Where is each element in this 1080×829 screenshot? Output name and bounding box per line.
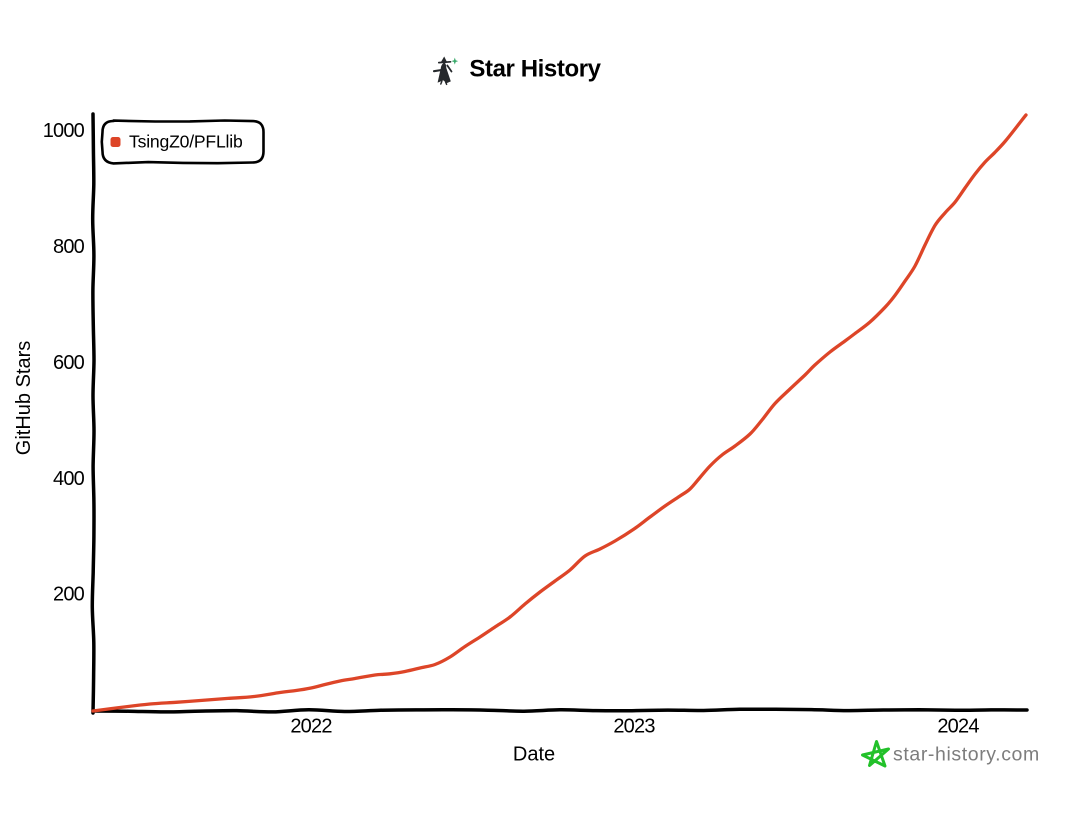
- svg-text:Star History: Star History: [469, 56, 601, 83]
- svg-text:800: 800: [53, 236, 85, 258]
- svg-text:1000: 1000: [43, 120, 85, 142]
- svg-text:400: 400: [53, 468, 85, 490]
- svg-text:600: 600: [53, 352, 85, 374]
- svg-text:2022: 2022: [290, 716, 332, 738]
- svg-text:2024: 2024: [937, 716, 979, 738]
- svg-text:2023: 2023: [613, 716, 655, 738]
- svg-text:Date: Date: [513, 744, 555, 766]
- svg-text:TsingZ0/PFLlib: TsingZ0/PFLlib: [129, 132, 243, 152]
- svg-text:GitHub Stars: GitHub Stars: [13, 341, 35, 455]
- svg-text:200: 200: [53, 584, 85, 606]
- svg-text:star-history.com: star-history.com: [893, 744, 1040, 766]
